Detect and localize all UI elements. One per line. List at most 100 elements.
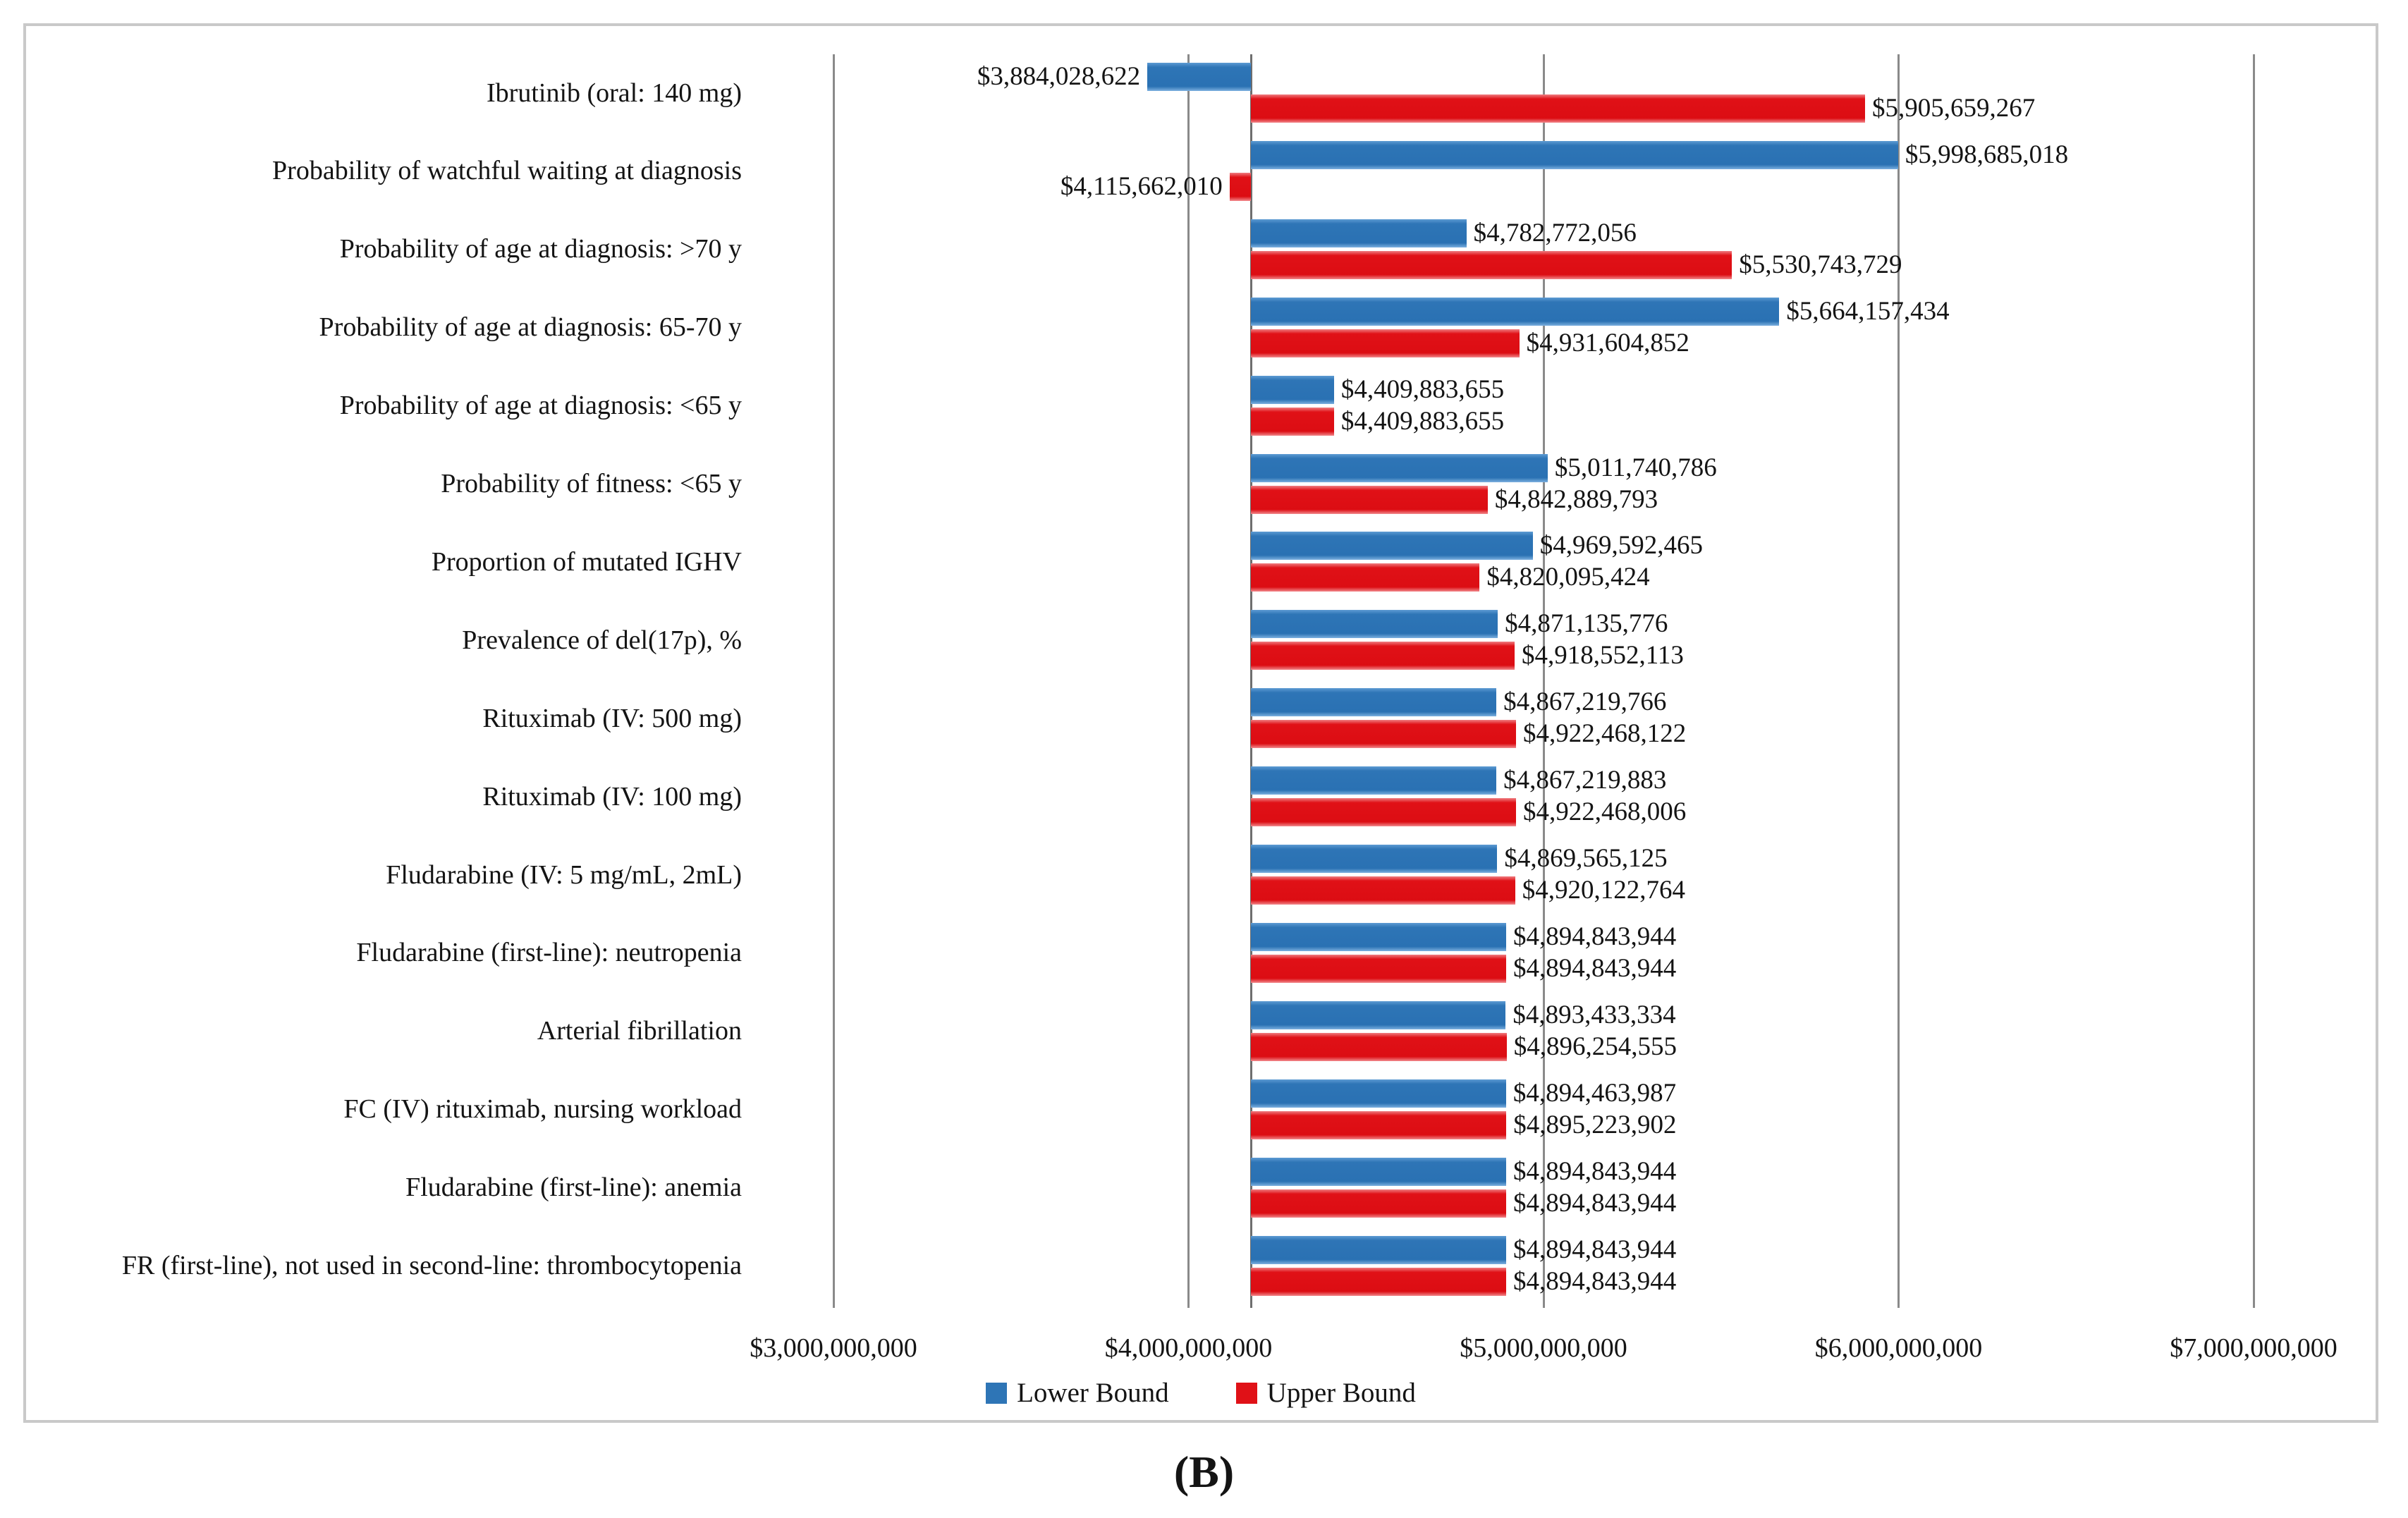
bar-value-label: $4,894,843,944 [1513,1188,1677,1218]
upper-bound-bar [1251,94,1865,123]
gridline [1187,54,1190,1308]
category-label: Fludarabine (first-line): anemia [405,1173,742,1203]
bar-value-label: $4,115,662,010 [1060,171,1223,201]
category-label: Probability of age at diagnosis: >70 y [339,234,742,264]
upper-bound-bar [1251,563,1480,592]
upper-bound-bar [1251,485,1488,514]
category-label: Fludarabine (IV: 5 mg/mL, 2mL) [386,859,742,890]
bar-value-label: $4,894,843,944 [1513,922,1677,951]
bar-value-label: $5,998,685,018 [1905,140,2069,169]
legend-swatch-upper [1235,1383,1257,1404]
lower-bound-bar [1251,532,1533,561]
bar-value-label: $4,871,135,776 [1505,609,1668,639]
axis-tick-label: $4,000,000,000 [1104,1333,1273,1363]
bar-value-label: $4,867,219,883 [1503,766,1667,795]
bar-value-label: $5,905,659,267 [1871,94,2036,123]
bar-value-label: $4,894,843,944 [1513,953,1677,983]
category-label: Rituximab (IV: 500 mg) [482,703,742,733]
bar-value-label: $4,918,552,113 [1521,641,1684,671]
category-label: Probability of age at diagnosis: <65 y [339,391,742,421]
bar-value-label: $5,011,740,786 [1554,453,1717,482]
upper-bound-bar [1251,407,1334,436]
category-label: Arterial fibrillation [537,1016,742,1046]
lower-bound-bar [1251,1079,1506,1108]
lower-bound-bar [1251,1235,1507,1264]
gridline [1542,54,1545,1308]
gridline [2252,54,2255,1308]
axis-tick-label: $6,000,000,000 [1814,1333,1983,1363]
lower-bound-bar [1251,297,1780,326]
lower-bound-bar [1251,688,1497,717]
category-label: Ibrutinib (oral: 140 mg) [487,78,742,108]
bar-value-label: $4,869,565,125 [1504,844,1668,873]
gridline [1897,54,1900,1308]
axis-tick-label: $5,000,000,000 [1460,1333,1627,1363]
axis-tick-label: $3,000,000,000 [750,1333,917,1363]
upper-bound-bar [1251,1189,1507,1218]
gridline [832,54,835,1308]
baseline-axis-line [1249,54,1252,1308]
legend: Lower Bound Upper Bound [26,1378,2376,1409]
bar-value-label: $4,782,772,056 [1473,218,1637,247]
bar-value-label: $4,894,843,944 [1513,1235,1677,1264]
axis-tick-label: $7,000,000,000 [2170,1333,2337,1363]
upper-bound-bar [1251,720,1516,749]
bar-value-label: $4,867,219,766 [1503,687,1667,717]
category-label: Probability of watchful waiting at diagn… [272,156,742,186]
legend-swatch-lower [986,1383,1008,1404]
bar-value-label: $4,409,883,655 [1340,406,1505,436]
lower-bound-bar [1251,140,1898,169]
bar-value-label: $4,893,433,334 [1512,1000,1676,1029]
category-label: Proportion of mutated IGHV [431,546,742,577]
legend-label: Lower Bound [1017,1378,1169,1408]
bar-value-label: $4,894,843,944 [1513,1266,1677,1296]
plot-area: $3,000,000,000 $4,000,000,000 $5,000,000,0… [122,54,2337,1363]
upper-bound-bar [1251,1032,1507,1061]
bar-value-label: $5,530,743,729 [1739,250,1902,279]
bar-value-label: $4,894,843,944 [1513,1156,1677,1186]
upper-bound-bar [1251,642,1515,671]
bar-value-label: $4,922,468,006 [1522,797,1687,827]
category-label: FR (first-line), not used in second-line… [121,1251,742,1280]
bar-value-label: $4,922,468,122 [1522,719,1687,749]
figure-caption: (B) [1173,1447,1235,1497]
category-label: Prevalence of del(17p), % [462,625,742,655]
bar-value-label: $4,894,463,987 [1512,1078,1677,1108]
category-label: Rituximab (IV: 100 mg) [482,781,742,812]
lower-bound-bar [1147,63,1252,91]
upper-bound-bar [1251,954,1507,983]
lower-bound-bar [1251,1157,1507,1186]
bar-value-label: $4,895,223,902 [1513,1110,1677,1139]
lower-bound-bar [1251,453,1548,482]
bar-value-label: $3,884,028,622 [977,62,1141,91]
upper-bound-bar [1251,250,1732,279]
lower-bound-bar [1251,610,1498,639]
lower-bound-bar [1251,219,1467,247]
bar-value-label: $4,931,604,852 [1526,328,1689,357]
legend-item: Upper Bound [1235,1378,1416,1409]
lower-bound-bar [1251,1000,1506,1029]
upper-bound-bar [1251,798,1516,827]
bar-value-label: $4,409,883,655 [1340,374,1505,404]
bar-value-label: $4,920,122,764 [1522,876,1686,905]
category-label: Probability of age at diagnosis: 65-70 y [319,312,742,343]
lower-bound-bar [1251,922,1507,951]
legend-label: Upper Bound [1266,1378,1416,1408]
bar-value-label: $4,842,889,793 [1494,484,1658,514]
lower-bound-bar [1251,845,1498,873]
upper-bound-bar [1251,329,1520,357]
upper-bound-bar [1251,1110,1507,1139]
bar-value-label: $4,820,095,424 [1486,563,1650,592]
category-label: Fludarabine (first-line): neutropenia [356,938,742,968]
bar-value-label: $4,969,592,465 [1539,531,1703,561]
bar-value-label: $4,896,254,555 [1513,1032,1677,1061]
lower-bound-bar [1251,766,1497,795]
upper-bound-bar [1251,1267,1507,1296]
category-label: FC (IV) rituximab, nursing workload [343,1094,742,1125]
category-label: Probability of fitness: <65 y [441,469,742,498]
lower-bound-bar [1251,375,1334,404]
bar-value-label: $5,664,157,434 [1786,296,1950,326]
upper-bound-bar [1229,172,1252,201]
chart-frame: $3,000,000,000 $4,000,000,000 $5,000,000,0… [23,23,2378,1423]
legend-item: Lower Bound [986,1378,1169,1409]
